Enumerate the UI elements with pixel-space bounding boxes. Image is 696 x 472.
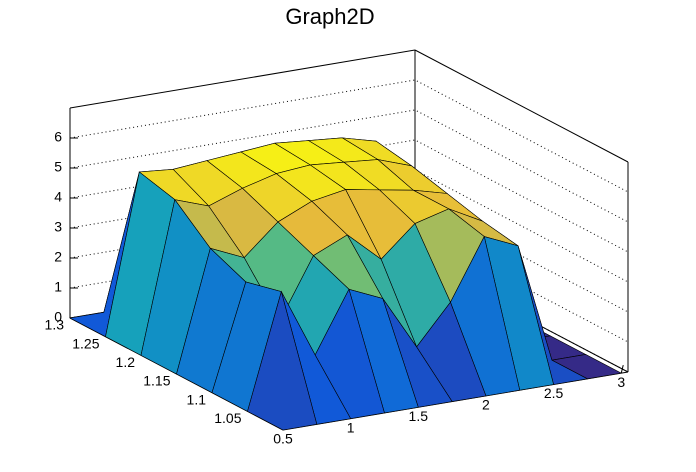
y-tick-label: 1.05 bbox=[214, 410, 241, 426]
x-tick bbox=[620, 365, 624, 374]
box-edge bbox=[414, 49, 629, 163]
grid-line bbox=[69, 79, 629, 193]
chart-title: Graph2D bbox=[285, 4, 374, 29]
z-tick-label: 1 bbox=[54, 279, 62, 295]
x-tick-label: 2.5 bbox=[544, 385, 564, 401]
z-tick-label: 3 bbox=[54, 219, 62, 235]
x-tick-label: 2 bbox=[482, 397, 490, 413]
x-tick-label: 0.5 bbox=[273, 431, 293, 447]
z-tick-label: 0 bbox=[54, 309, 62, 325]
y-tick-label: 1.2 bbox=[116, 354, 136, 370]
surface-cell bbox=[247, 290, 318, 431]
y-tick-label: 1.1 bbox=[187, 391, 207, 407]
z-tick-label: 2 bbox=[54, 249, 62, 265]
y-tick-label: 1.15 bbox=[143, 373, 170, 389]
x-tick-label: 1 bbox=[347, 419, 355, 435]
z-tick-label: 5 bbox=[54, 159, 62, 175]
z-tick-label: 6 bbox=[54, 129, 62, 145]
y-tick-label: 1.25 bbox=[72, 335, 99, 351]
x-tick-label: 3 bbox=[617, 374, 625, 390]
y-tick-label: 1.3 bbox=[45, 317, 65, 333]
z-tick-label: 4 bbox=[54, 189, 62, 205]
box-edge bbox=[69, 49, 416, 109]
grid-line bbox=[69, 109, 629, 223]
x-tick-label: 1.5 bbox=[409, 408, 429, 424]
